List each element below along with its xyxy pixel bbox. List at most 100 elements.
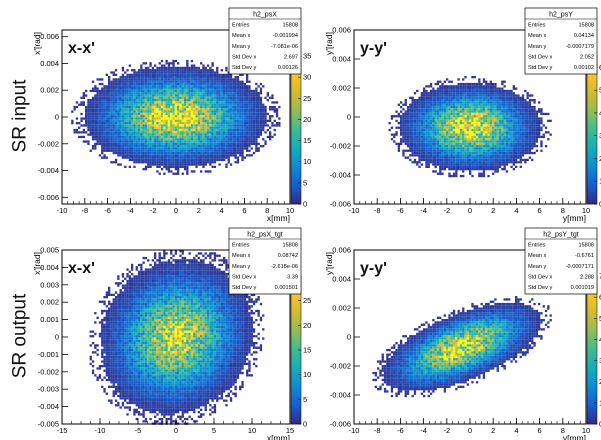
x-tick-label: 8: [265, 206, 269, 215]
x-tick-label: -10: [57, 206, 68, 215]
panel-label: x-x': [68, 260, 95, 277]
stats-row-value: -7.081e-06: [271, 44, 298, 50]
x-tick-label: 4: [514, 206, 518, 215]
panel-label: y-y': [360, 260, 387, 277]
stats-row-value: 0.00102: [574, 65, 594, 71]
y-axis-label: y'[rad]: [324, 32, 334, 55]
stats-row-label: Std Dev x: [528, 54, 552, 60]
y-tick-label: 0.006: [40, 32, 59, 41]
x-tick-label: -4: [420, 206, 427, 215]
stats-box-title: h2_psY_tgt: [543, 232, 578, 239]
color-bar-tick-label: 10: [599, 177, 601, 186]
color-bar-tick-label: 5: [303, 395, 307, 404]
color-bar-tick-label: 40: [599, 108, 601, 117]
x-tick-label: 10: [582, 426, 590, 435]
color-bar-tick-label: 15: [303, 346, 311, 355]
stats-row-label: Std Dev y: [528, 65, 552, 71]
x-tick-label: 6: [538, 426, 542, 435]
panel-1: -10 -8 -6 -4 -2 0 2 4 6 8 10 -0.006 -0.004 -0.002 0 0.0…: [32, 7, 311, 223]
x-tick-label: -4: [420, 426, 427, 435]
y-tick-label: 0.006: [332, 26, 351, 35]
y-tick-label: -0.005: [38, 420, 59, 429]
stats-row-label: Entries: [232, 23, 250, 29]
x-axis-label: x[mm]: [267, 213, 290, 223]
x-tick-label: -2: [150, 206, 157, 215]
panel-3: -15 -10 -5 0 5 10 15 -0.005 -0.004 -0.003 -0.002 -0…: [32, 227, 311, 440]
y-tick-label: 0.005: [40, 246, 59, 255]
stats-row-label: Std Dev x: [232, 274, 256, 280]
color-bar-tick-label: 30: [599, 131, 601, 140]
color-bar-tick-label: 60: [599, 293, 601, 302]
color-bar-tick-label: 50: [599, 314, 601, 323]
x-tick-label: -6: [397, 206, 404, 215]
color-bar-tick-label: 30: [303, 73, 311, 82]
color-bar-tick-label: 5: [303, 178, 307, 187]
x-tick-label: -10: [95, 426, 106, 435]
x-tick-label: 4: [514, 426, 518, 435]
x-tick-label: 0: [174, 426, 178, 435]
stats-row-value: 15808: [282, 243, 298, 249]
color-bar-tick-label: 0: [599, 420, 601, 429]
y-tick-label: -0.006: [330, 420, 351, 429]
color-bar-tick-label: 20: [599, 154, 601, 163]
y-tick-label: 0.002: [332, 304, 351, 313]
stats-row-label: Std Dev x: [528, 274, 552, 280]
stats-row-value: -0.6761: [575, 253, 594, 259]
y-tick-label: 0.004: [332, 275, 351, 284]
stats-row-label: Mean y: [232, 264, 251, 270]
y-tick-label: -0.004: [330, 391, 351, 400]
x-tick-label: 5: [212, 426, 216, 435]
y-axis-label: x'[rad]: [32, 32, 42, 55]
stats-row-label: Mean x: [232, 33, 251, 39]
x-tick-label: 2: [491, 206, 495, 215]
stats-row-label: Std Dev y: [232, 65, 256, 71]
heatmap-cells: [388, 76, 552, 178]
x-tick-label: 6: [242, 206, 246, 215]
y-tick-label: -0.002: [330, 362, 351, 371]
x-tick-label: -2: [443, 426, 450, 435]
stats-row-label: Mean x: [232, 253, 251, 259]
stats-row-value: 15808: [282, 23, 298, 29]
color-bar-tick-label: 10: [303, 157, 311, 166]
y-tick-label: 0: [55, 113, 59, 122]
x-tick-label: -6: [104, 206, 111, 215]
stats-row-value: 2.052: [580, 54, 594, 60]
y-tick-label: 0.004: [332, 55, 351, 64]
y-tick-label: -0.006: [38, 193, 59, 202]
color-bar-tick-label: 0: [599, 200, 601, 209]
stats-row-value: 15808: [578, 23, 594, 29]
color-bar: 0 5 10 15 20 25: [290, 275, 311, 429]
stats-row-label: Entries: [528, 23, 546, 29]
y-tick-label: -0.002: [330, 142, 351, 151]
stats-row-value: 15808: [578, 243, 594, 249]
x-tick-label: -15: [57, 426, 68, 435]
x-tick-label: 10: [286, 206, 294, 215]
stats-box-title: h2_psY: [549, 12, 573, 19]
stats-row-label: Std Dev x: [232, 54, 256, 60]
y-tick-label: 0.002: [332, 84, 351, 93]
color-bar-tick-label: 0: [303, 420, 307, 429]
heatmap-cells: [372, 296, 552, 398]
color-bar: 0 10 20 30 40 50 60 70: [586, 272, 601, 429]
stats-box-title: h2_psX: [253, 12, 277, 19]
stats-row-value: 2.697: [284, 54, 298, 60]
color-bar-tick-label: 50: [599, 86, 601, 95]
color-bar-tick-label: 30: [599, 356, 601, 365]
y-tick-label: -0.001: [38, 350, 59, 359]
color-bar-tick-label: 70: [599, 272, 601, 281]
stats-row-value: 0.04134: [574, 33, 594, 39]
y-tick-label: 0.002: [40, 298, 59, 307]
color-bar-tick-label: 40: [599, 335, 601, 344]
panel-4: -10 -8 -6 -4 -2 0 2 4 6 8 10 -0.006 -0.004 -0.002 0 0.0…: [324, 227, 601, 440]
stats-row-value: 2.288: [580, 274, 594, 280]
x-tick-label: -2: [443, 206, 450, 215]
y-tick-label: -0.003: [38, 385, 59, 394]
stats-row-value: -2.618e-06: [271, 264, 298, 270]
color-bar-tick-label: 20: [599, 377, 601, 386]
y-tick-label: 0.004: [40, 263, 59, 272]
x-tick-label: 0: [468, 206, 472, 215]
panel-2: -10 -8 -6 -4 -2 0 2 4 6 8 10 -0.006 -0.004 -0.002 0 0.0…: [324, 7, 601, 223]
